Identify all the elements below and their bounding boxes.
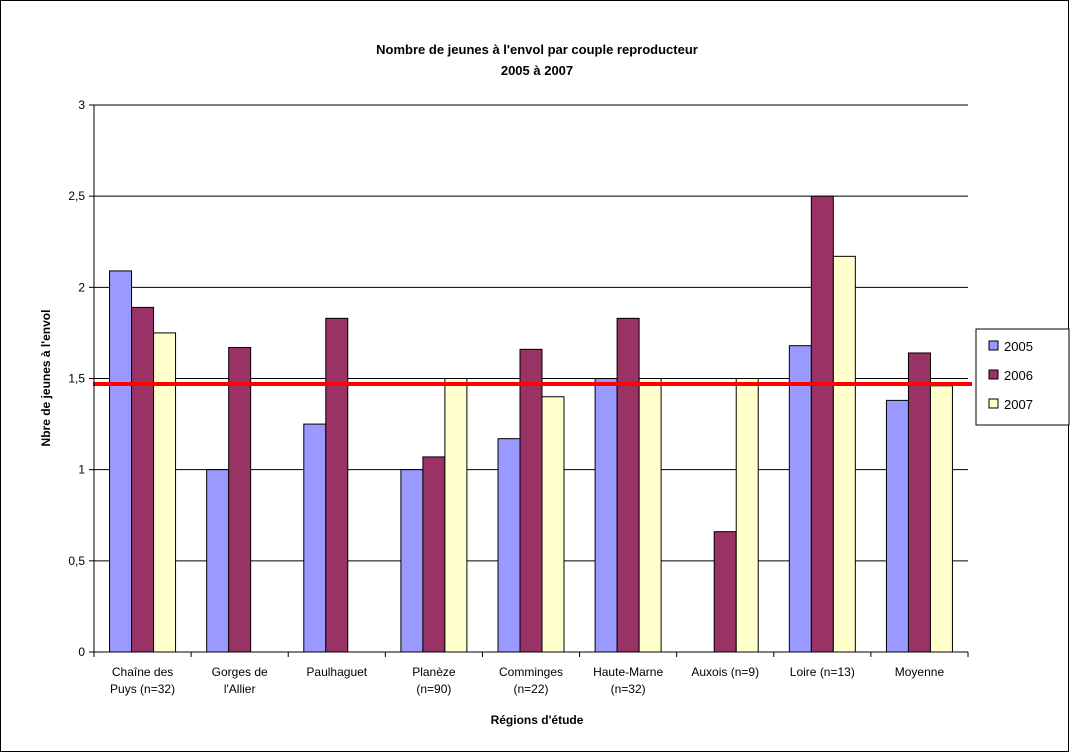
y-tick-label: 2	[78, 280, 85, 294]
x-category-label: (n=32)	[611, 682, 646, 696]
x-category-label: Planèze	[412, 665, 456, 679]
bar-2005	[400, 469, 424, 653]
x-category-label: Paulhaguet	[306, 665, 367, 679]
x-category-label: Loire (n=13)	[790, 665, 855, 679]
bars	[109, 195, 953, 653]
bar-2007	[541, 396, 565, 653]
legend: 2005 2006 2007	[975, 328, 1070, 426]
legend-swatch-2005	[988, 340, 999, 351]
y-tick-label: 0	[78, 645, 85, 659]
bar-2006	[228, 347, 252, 653]
legend-label: 2005	[1004, 339, 1033, 354]
bar-2005	[497, 438, 521, 653]
y-tick-label: 1	[78, 463, 85, 477]
legend-label: 2006	[1004, 368, 1033, 383]
bar-2005	[788, 345, 812, 653]
bar-2005	[303, 423, 327, 653]
bar-2006	[422, 456, 446, 653]
axes	[89, 104, 969, 657]
bar-2007	[444, 378, 468, 653]
legend-swatch-2006	[988, 369, 999, 380]
bar-2005	[885, 399, 909, 653]
x-category-labels: Chaîne des Puys (n=32) Gorges de l'Allier Pa…	[110, 665, 944, 696]
x-category-label: Haute-Marne	[593, 665, 663, 679]
bar-2006	[131, 306, 155, 653]
bar-2005	[109, 270, 133, 653]
y-tick-labels: 0 0,5 1 1,5 2 2,5 3	[68, 98, 85, 659]
bar-2006	[713, 531, 737, 653]
chart-subtitle: 2005 à 2007	[501, 63, 573, 78]
x-category-label: l'Allier	[224, 682, 256, 696]
bar-2005	[206, 469, 230, 653]
bar-2007	[929, 385, 953, 653]
bar-2006	[325, 317, 349, 653]
bar-2007	[638, 378, 662, 653]
bar-2006	[907, 352, 931, 653]
bar-2007	[153, 332, 177, 653]
x-category-label: Gorges de	[212, 665, 268, 679]
x-category-label: Auxois (n=9)	[691, 665, 759, 679]
x-category-label: Comminges	[499, 665, 563, 679]
x-category-label: Puys (n=32)	[110, 682, 175, 696]
legend-swatch-2007	[988, 398, 999, 409]
bar-2005	[594, 378, 618, 653]
bar-2006	[616, 317, 640, 653]
x-axis-label: Régions d'étude	[491, 713, 584, 727]
bar-2006	[810, 195, 834, 653]
x-category-label: Moyenne	[895, 665, 945, 679]
bar-2007	[735, 378, 759, 653]
x-category-label: (n=22)	[513, 682, 548, 696]
x-category-label: (n=90)	[416, 682, 451, 696]
chart-title: Nombre de jeunes à l'envol par couple re…	[376, 42, 698, 57]
y-axis-label: Nbre de jeunes à l'envol	[39, 310, 53, 447]
y-tick-label: 3	[78, 98, 85, 112]
legend-label: 2007	[1004, 397, 1033, 412]
bar-2007	[832, 255, 856, 653]
y-tick-label: 0,5	[68, 554, 85, 568]
y-tick-label: 1,5	[68, 372, 85, 386]
bar-2006	[519, 348, 543, 653]
x-category-label: Chaîne des	[112, 665, 173, 679]
y-tick-label: 2,5	[68, 189, 85, 203]
